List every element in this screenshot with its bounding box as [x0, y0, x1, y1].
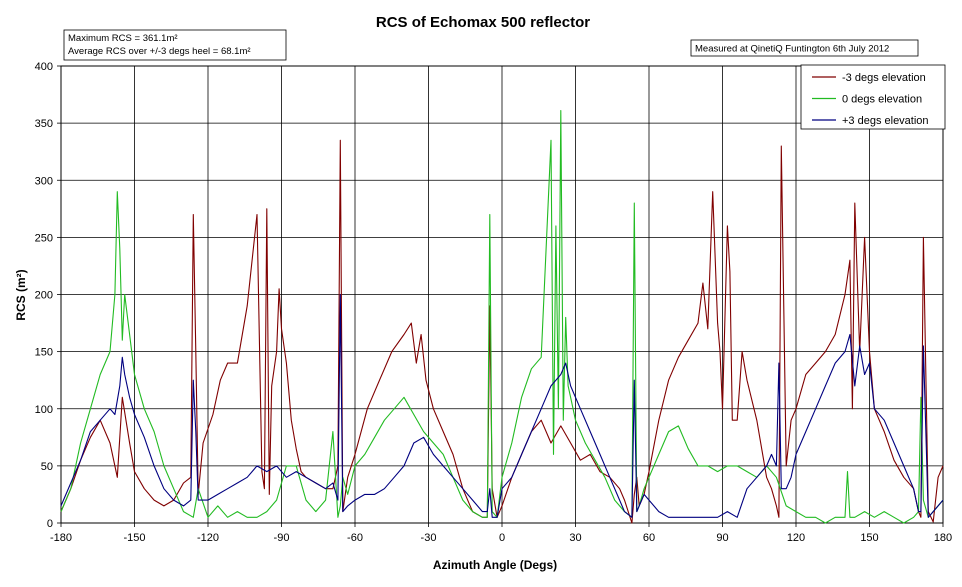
y-axis-label: RCS (m²) [14, 269, 28, 320]
x-axis-ticks: -180 -150 -120 -90 -60 -30 0 30 60 90 120 150 180 [50, 523, 952, 544]
legend-label: 0 degs elevation [842, 94, 922, 106]
x-tick-label: -60 [347, 532, 363, 544]
y-tick-label: 150 [35, 347, 53, 359]
x-tick-label: 150 [860, 532, 878, 544]
y-tick-label: 400 [35, 61, 53, 73]
chart-title: RCS of Echomax 500 reflector [376, 14, 590, 31]
x-tick-label: 180 [934, 532, 952, 544]
measured-annotation-box: Measured at QinetiQ Funtington 6th July … [690, 39, 919, 57]
x-tick-label: -30 [421, 532, 437, 544]
y-tick-label: 250 [35, 232, 53, 244]
grid-lines [60, 65, 944, 524]
stats-box-frame [63, 29, 287, 61]
stats-annotation-box: Maximum RCS = 361.1m² Average RCS over +… [63, 29, 287, 61]
y-tick-label: 0 [47, 518, 53, 530]
y-tick-label: 300 [35, 175, 53, 187]
y-tick-label: 50 [41, 461, 53, 473]
x-tick-label: -180 [50, 532, 72, 544]
series-line-2 [60, 110, 944, 524]
x-tick-label: -150 [123, 532, 145, 544]
legend: -3 degs elevation 0 degs elevation +3 degs… [800, 64, 946, 130]
x-tick-label: 30 [569, 532, 581, 544]
x-tick-label: 0 [499, 532, 505, 544]
y-tick-label: 350 [35, 118, 53, 130]
max-rcs-note: Maximum RCS = 361.1m² [68, 33, 178, 44]
y-tick-label: 200 [35, 290, 53, 302]
legend-label: +3 degs elevation [842, 115, 929, 127]
x-tick-label: 60 [643, 532, 655, 544]
x-tick-label: 120 [787, 532, 805, 544]
series-lines [60, 110, 944, 524]
y-tick-label: 100 [35, 404, 53, 416]
x-tick-label: -120 [197, 532, 219, 544]
measured-box-frame [690, 39, 919, 57]
x-tick-label: -90 [274, 532, 290, 544]
y-axis-ticks: 0 50 100 150 200 250 300 350 400 [35, 61, 61, 530]
series-line-3 [60, 293, 944, 518]
measured-note: Measured at QinetiQ Funtington 6th July … [695, 44, 889, 55]
legend-frame [800, 64, 946, 130]
legend-label: -3 degs elevation [842, 72, 926, 84]
average-rcs-note: Average RCS over +/-3 degs heel = 68.1m² [68, 46, 251, 57]
x-tick-label: 90 [716, 532, 728, 544]
x-axis-label: Azimuth Angle (Degs) [433, 558, 557, 572]
